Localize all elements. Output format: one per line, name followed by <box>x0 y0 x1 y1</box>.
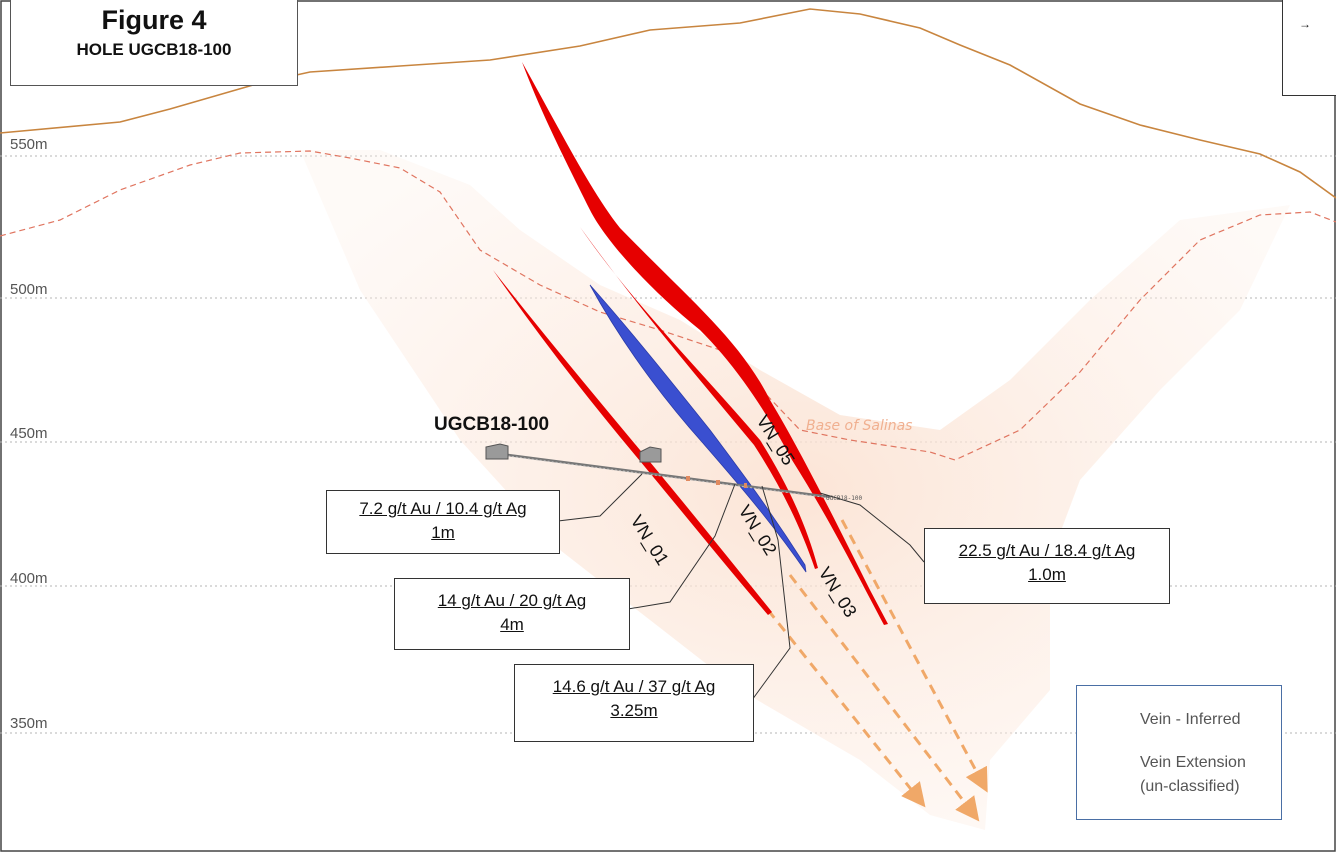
figure-hole-title: HOLE UGCB18-100 <box>76 40 232 59</box>
intercept-width: 1.0m <box>1028 565 1066 584</box>
north-arrow-icon: → <box>1299 17 1311 31</box>
figure-number: Figure 4 <box>101 5 207 35</box>
drill-hole-assay-marks <box>686 476 747 488</box>
elevation-label-550: 550m <box>10 136 48 153</box>
leader-lines <box>557 473 925 701</box>
legend-inferred-label: Vein - Inferred <box>1140 711 1241 728</box>
intercept-box-1: 7.2 g/t Au / 10.4 g/t Ag 1m <box>326 490 560 554</box>
elevation-label-500: 500m <box>10 281 48 298</box>
drill-rig-icon <box>639 446 662 463</box>
intercept-width: 4m <box>500 615 524 634</box>
intercept-box-4: 22.5 g/t Au / 18.4 g/t Ag 1.0m <box>924 528 1170 604</box>
vein-vn-01 <box>493 270 772 615</box>
extension-veins <box>493 62 888 625</box>
intercept-grade: 7.2 g/t Au / 10.4 g/t Ag <box>359 499 527 518</box>
elevation-label-450: 450m <box>10 425 48 442</box>
drill-hole-trace <box>507 453 831 499</box>
intercept-box-2: 14 g/t Au / 20 g/t Ag 4m <box>394 578 630 650</box>
figure-title-box: Figure 4 HOLE UGCB18-100 <box>10 0 298 86</box>
north-arrow-box: → <box>1282 0 1336 96</box>
intercept-width: 1m <box>431 523 455 542</box>
drill-hole-label: UGCB18-100 <box>434 414 550 435</box>
vein-extension-arrows <box>766 519 988 822</box>
intercept-box-3: 14.6 g/t Au / 37 g/t Ag 3.25m <box>514 664 754 742</box>
base-of-salinas-line <box>0 150 1336 461</box>
elevation-label-400: 400m <box>10 570 48 587</box>
base-of-salinas-label: Base of Salinas <box>806 418 912 434</box>
intercept-grade: 14.6 g/t Au / 37 g/t Ag <box>552 677 716 696</box>
intercept-width: 3.25m <box>610 701 658 720</box>
hole-tag-label: UGCB18-100 <box>826 495 863 502</box>
extension-zone <box>300 150 1290 830</box>
legend: Vein - Inferred Vein Extension (un-class… <box>1076 685 1282 820</box>
elevation-label-350: 350m <box>10 715 48 732</box>
legend-extension-label: Vein Extension <box>1140 754 1246 771</box>
legend-extension-sublabel: (un-classified) <box>1140 778 1240 795</box>
intercept-grade: 14 g/t Au / 20 g/t Ag <box>437 591 587 610</box>
intercept-grade: 22.5 g/t Au / 18.4 g/t Ag <box>958 541 1136 560</box>
vein-vn-02-inferred <box>589 284 807 573</box>
drill-collar-icon <box>485 443 509 460</box>
